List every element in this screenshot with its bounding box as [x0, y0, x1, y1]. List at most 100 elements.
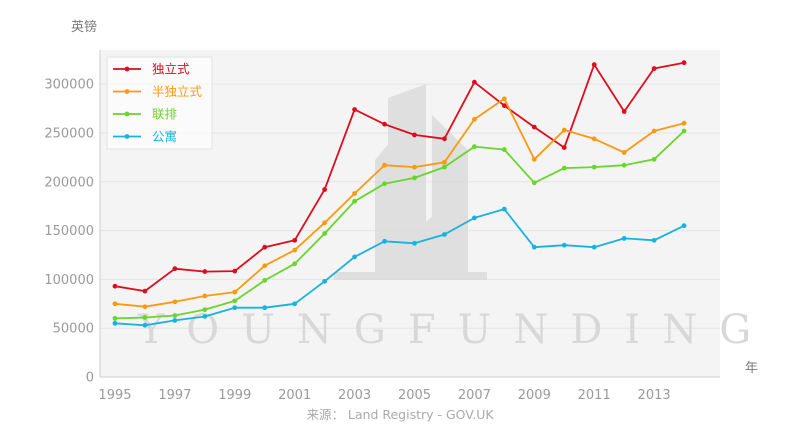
data-point[interactable]	[292, 237, 298, 243]
y-tick-label: 200000	[44, 175, 94, 190]
data-point[interactable]	[262, 244, 268, 250]
data-point[interactable]	[232, 298, 238, 304]
data-point[interactable]	[501, 147, 507, 152]
data-point[interactable]	[651, 66, 657, 71]
data-point[interactable]	[621, 235, 627, 241]
data-point[interactable]	[561, 242, 567, 248]
data-point[interactable]	[531, 124, 537, 130]
data-point[interactable]	[322, 231, 328, 236]
data-point[interactable]	[382, 238, 387, 244]
data-point[interactable]	[591, 136, 597, 142]
data-point[interactable]	[232, 289, 238, 295]
data-point[interactable]	[262, 277, 268, 283]
data-point[interactable]	[112, 320, 118, 326]
data-point[interactable]	[112, 283, 118, 289]
data-point[interactable]	[322, 278, 328, 284]
data-point[interactable]	[352, 107, 357, 112]
data-point[interactable]	[292, 261, 298, 267]
data-point[interactable]	[471, 144, 477, 150]
data-point[interactable]	[561, 127, 567, 133]
data-point[interactable]	[681, 120, 687, 126]
data-point[interactable]	[621, 150, 627, 155]
data-point[interactable]	[651, 156, 657, 162]
data-point[interactable]	[142, 315, 148, 320]
data-point[interactable]	[172, 266, 178, 272]
data-point[interactable]	[471, 116, 477, 122]
data-point[interactable]	[412, 164, 417, 170]
series-line	[114, 61, 685, 293]
data-point[interactable]	[202, 307, 208, 313]
data-point[interactable]	[232, 305, 238, 311]
data-point[interactable]	[591, 62, 597, 68]
legend-label: 半独立式	[152, 84, 203, 99]
x-tick-label: 2013	[638, 388, 671, 403]
data-point[interactable]	[352, 198, 357, 204]
data-point[interactable]	[172, 317, 178, 323]
data-point[interactable]	[292, 301, 298, 307]
data-point[interactable]	[202, 314, 208, 319]
data-point[interactable]	[442, 164, 447, 170]
data-point[interactable]	[292, 247, 298, 253]
data-point[interactable]	[202, 269, 208, 274]
data-point[interactable]	[531, 244, 537, 250]
data-point[interactable]	[412, 240, 417, 246]
legend-swatch-dot	[124, 66, 130, 72]
x-tick-label: 1997	[158, 388, 191, 403]
data-point[interactable]	[142, 322, 148, 328]
data-point[interactable]	[382, 121, 387, 127]
data-point[interactable]	[471, 79, 477, 85]
data-point[interactable]	[232, 268, 238, 274]
data-point[interactable]	[142, 288, 148, 294]
data-point[interactable]	[591, 244, 597, 250]
x-tick-label: 2007	[458, 388, 491, 403]
legend-item[interactable]: 公寓	[113, 129, 177, 144]
data-point[interactable]	[112, 316, 118, 321]
data-point[interactable]	[262, 263, 268, 269]
y-tick-label: 250000	[44, 126, 94, 141]
data-point[interactable]	[442, 232, 447, 237]
data-point[interactable]	[501, 96, 507, 102]
series-line	[114, 130, 685, 320]
data-point[interactable]	[621, 109, 627, 114]
data-point[interactable]	[681, 60, 687, 66]
data-point[interactable]	[262, 305, 268, 311]
series-2	[112, 128, 687, 321]
data-point[interactable]	[352, 254, 357, 260]
data-point[interactable]	[202, 293, 208, 299]
legend-swatch-dot	[124, 89, 130, 94]
data-point[interactable]	[501, 103, 507, 109]
data-point[interactable]	[591, 164, 597, 170]
data-point[interactable]	[621, 162, 627, 168]
legend-item[interactable]: 独立式	[113, 62, 190, 77]
data-point[interactable]	[412, 175, 417, 181]
source-label: 来源： Land Registry - GOV.UK	[306, 407, 494, 422]
data-point[interactable]	[471, 215, 477, 221]
data-point[interactable]	[352, 191, 357, 196]
data-point[interactable]	[561, 145, 567, 151]
data-point[interactable]	[322, 187, 328, 192]
legend-label: 公寓	[152, 129, 177, 144]
series-line	[114, 208, 685, 327]
data-point[interactable]	[651, 128, 657, 134]
data-point[interactable]	[142, 304, 148, 310]
data-point[interactable]	[501, 206, 507, 212]
data-point[interactable]	[322, 220, 328, 226]
data-point[interactable]	[172, 299, 178, 305]
data-point[interactable]	[561, 165, 567, 171]
data-point[interactable]	[531, 180, 537, 186]
data-point[interactable]	[442, 136, 447, 142]
data-point[interactable]	[382, 181, 387, 187]
data-point[interactable]	[681, 223, 687, 229]
data-point[interactable]	[382, 162, 387, 168]
y-tick-label: 0	[86, 371, 94, 386]
data-point[interactable]	[681, 128, 687, 134]
data-point[interactable]	[442, 159, 447, 165]
legend-item[interactable]: 半独立式	[113, 84, 203, 99]
data-point[interactable]	[651, 237, 657, 243]
data-point[interactable]	[172, 313, 178, 318]
data-point[interactable]	[112, 301, 118, 307]
data-point[interactable]	[531, 156, 537, 162]
x-tick-label: 2011	[578, 388, 611, 403]
data-point[interactable]	[412, 132, 417, 138]
legend-item[interactable]: 联排	[113, 107, 178, 122]
